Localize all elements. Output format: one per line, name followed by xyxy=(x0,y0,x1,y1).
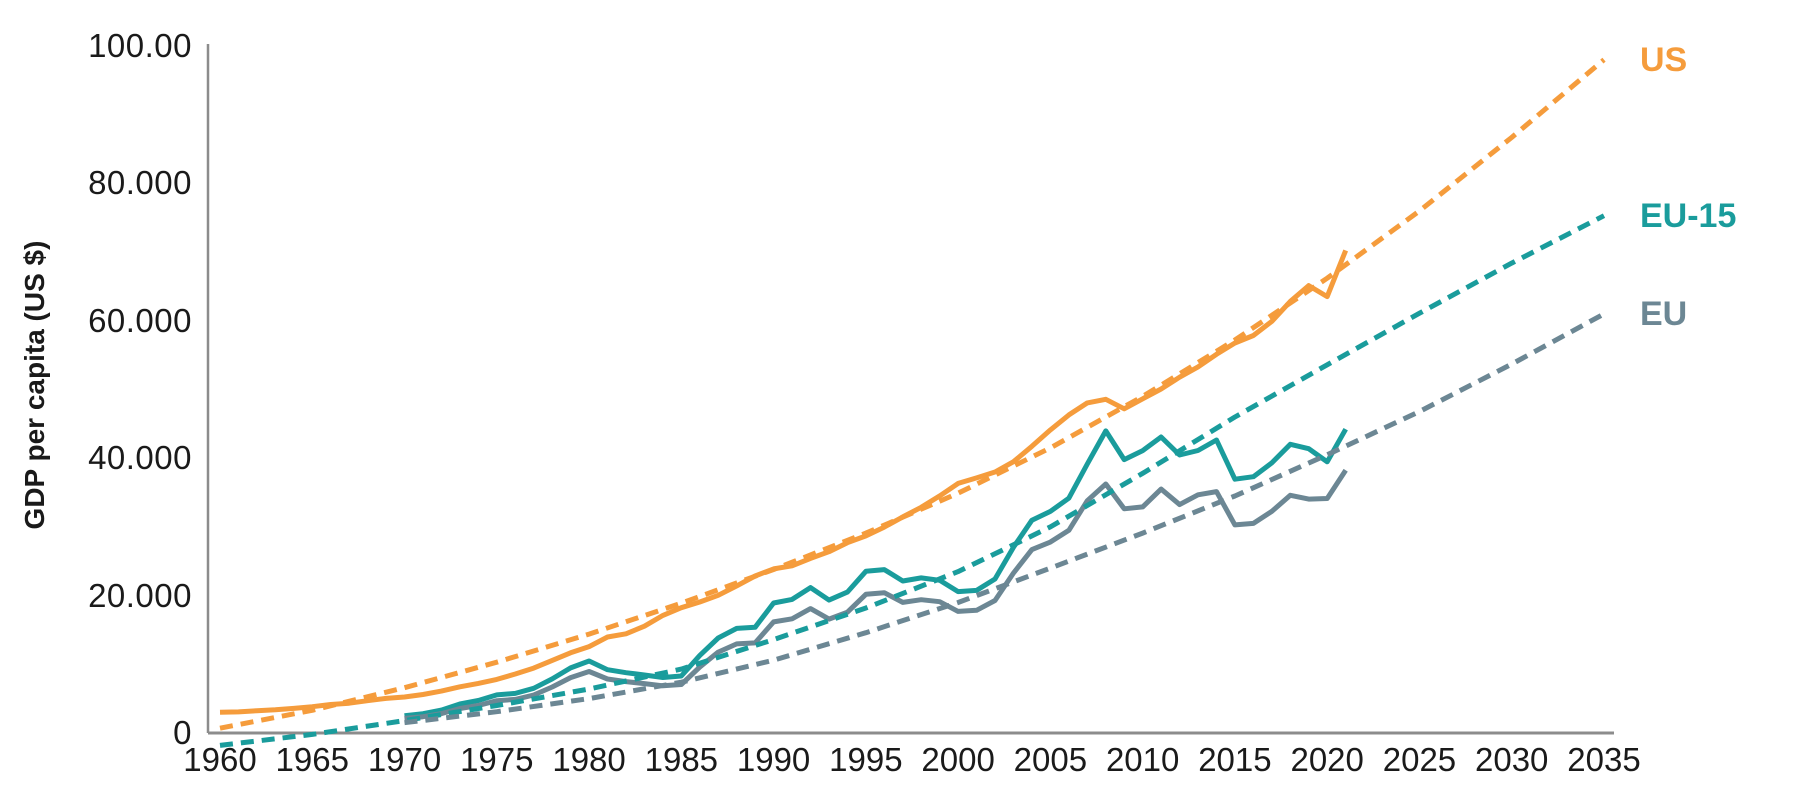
x-tick-label-1990: 1990 xyxy=(736,741,811,778)
x-tick-label-2000: 2000 xyxy=(921,741,995,778)
y-tick-label-20.000: 20.000 xyxy=(88,576,192,614)
x-tick-label-2035: 2035 xyxy=(1567,741,1641,778)
x-tick-label-2030: 2030 xyxy=(1475,741,1549,778)
x-tick-label-2005: 2005 xyxy=(1013,741,1088,778)
us-trend-line xyxy=(219,57,1606,731)
series-label-us: US xyxy=(1639,40,1688,79)
eu-trend-line xyxy=(404,311,1606,726)
x-tick-label-2020: 2020 xyxy=(1290,741,1364,778)
eu-line xyxy=(404,468,1348,721)
eu-15-line xyxy=(404,427,1348,719)
x-tick-label-1985: 1985 xyxy=(644,741,719,778)
x-tick-label-2010: 2010 xyxy=(1105,741,1180,778)
series-lines xyxy=(219,57,1606,748)
x-tick-label-1970: 1970 xyxy=(367,741,442,778)
y-tick-label-40.000: 40.000 xyxy=(88,439,192,477)
y-tick-label-100.00: 100.00 xyxy=(88,27,192,64)
x-tick-label-2025: 2025 xyxy=(1382,741,1457,778)
x-tick-label-1975: 1975 xyxy=(460,741,534,778)
x-tick-label-1960: 1960 xyxy=(183,741,257,778)
y-tick-label-80.000: 80.000 xyxy=(88,164,192,202)
y-axis-title: GDP per capita (US $) xyxy=(19,240,50,530)
y-tick-label-0: 0 xyxy=(173,714,192,751)
x-tick-label-1980: 1980 xyxy=(552,741,626,778)
eu-15-trend-line xyxy=(219,213,1606,748)
us-line xyxy=(219,249,1349,715)
x-tick-label-1995: 1995 xyxy=(829,741,903,778)
series-label-eu: EU xyxy=(1639,294,1688,333)
x-tick-label-1965: 1965 xyxy=(275,741,349,778)
series-label-eu-15: EU-15 xyxy=(1639,196,1737,235)
x-tick-label-2015: 2015 xyxy=(1198,741,1272,778)
y-tick-label-60.000: 60.000 xyxy=(88,301,192,339)
